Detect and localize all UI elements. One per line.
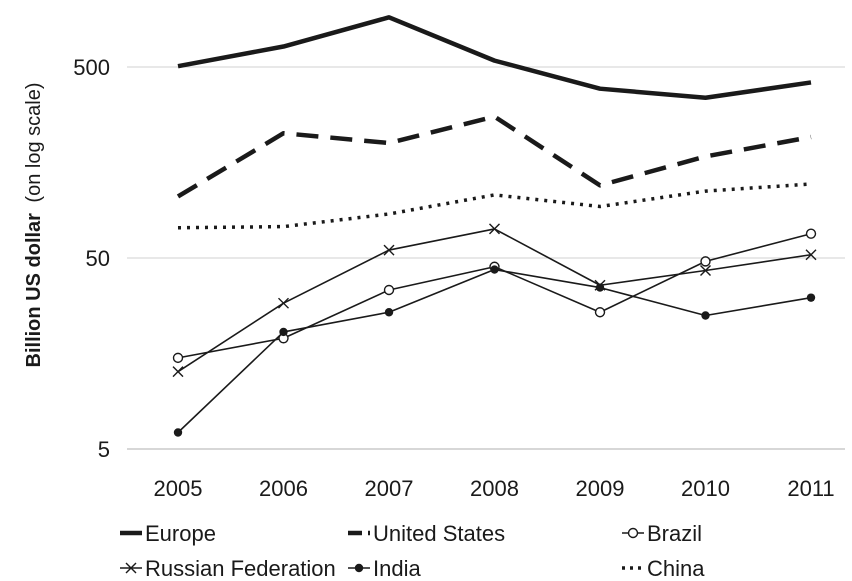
series-line-india <box>177 268 812 434</box>
point-brazil-2005 <box>172 352 184 364</box>
legend: Europe United States Brazil Russian Federat… <box>120 521 705 581</box>
legend-label-russian-federation: Russian Federation <box>145 556 336 581</box>
point-brazil-2011 <box>805 228 817 239</box>
y-tick-label-500: 500 <box>73 55 110 80</box>
point-india-2010 <box>701 311 710 320</box>
point-russian-federation-2008 <box>489 223 500 235</box>
gridlines <box>127 66 845 259</box>
legend-item-europe: Europe <box>120 521 216 546</box>
series-line-united-states <box>176 114 812 199</box>
point-brazil-2010 <box>700 256 711 267</box>
legend-item-brazil: Brazil <box>622 521 702 546</box>
point-india-2008 <box>490 265 499 274</box>
x-tick-label-2006: 2006 <box>259 476 308 501</box>
x-tick-label-2007: 2007 <box>365 476 414 501</box>
legend-item-china: China <box>622 556 705 581</box>
legend-label-india: India <box>373 556 421 581</box>
point-russian-federation-2007 <box>383 244 395 256</box>
y-axis-title-scale: (on log scale) <box>23 83 45 203</box>
x-tick-label-2010: 2010 <box>681 476 730 501</box>
y-axis-title-main: Billion US dollar <box>23 213 45 368</box>
series-line-brazil <box>177 232 812 359</box>
legend-label-europe: Europe <box>145 521 216 546</box>
legend-marker-india <box>354 563 364 573</box>
legend-label-brazil: Brazil <box>647 521 702 546</box>
series-line-russian-federation <box>177 228 812 373</box>
point-russian-federation-2011 <box>805 249 817 261</box>
legend-label-united-states: United States <box>373 521 505 546</box>
series-india <box>173 265 816 437</box>
point-india-2005 <box>173 428 183 437</box>
legend-label-china: China <box>647 556 705 581</box>
x-axis-ticks: 2005 2006 2007 2008 2009 2010 2011 <box>154 476 835 501</box>
point-india-2009 <box>595 283 605 292</box>
point-india-2007 <box>384 308 394 317</box>
legend-item-united-states: United States <box>348 521 505 546</box>
point-russian-federation-2006 <box>278 297 289 309</box>
legend-item-russian-federation: Russian Federation <box>120 556 336 581</box>
y-axis-ticks: 5 50 500 <box>73 55 110 462</box>
y-tick-label-5: 5 <box>98 437 110 462</box>
legend-item-india: India <box>348 556 421 581</box>
series-line-europe <box>177 15 812 101</box>
point-india-2006 <box>279 327 288 337</box>
point-russian-federation-2005 <box>172 366 184 378</box>
x-tick-label-2008: 2008 <box>470 476 519 501</box>
series-united-states <box>176 114 812 199</box>
point-india-2011 <box>806 293 816 302</box>
legend-marker-russian-federation <box>125 562 137 574</box>
legend-marker-brazil <box>627 527 639 539</box>
y-axis-title: Billion US dollar (on log scale) <box>23 83 45 368</box>
x-tick-label-2009: 2009 <box>576 476 625 501</box>
point-brazil-2007 <box>383 284 395 296</box>
y-tick-label-50: 50 <box>86 246 110 271</box>
series-russian-federation <box>172 223 817 378</box>
series-china <box>177 182 812 230</box>
series-brazil <box>172 228 817 364</box>
x-tick-label-2011: 2011 <box>787 476 834 501</box>
point-brazil-2009 <box>594 307 606 318</box>
point-russian-federation-2010 <box>700 265 711 277</box>
series-layer <box>172 15 817 437</box>
x-tick-label-2005: 2005 <box>154 476 203 501</box>
series-europe <box>177 15 812 101</box>
series-line-china <box>177 182 812 230</box>
